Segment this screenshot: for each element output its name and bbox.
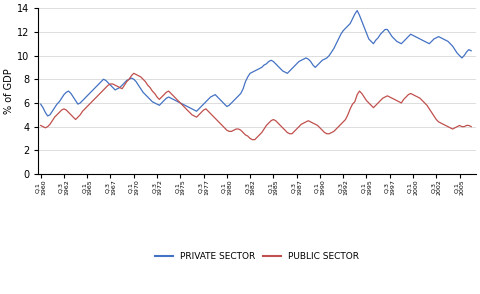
Legend: PRIVATE SECTOR, PUBLIC SECTOR: PRIVATE SECTOR, PUBLIC SECTOR — [152, 248, 363, 264]
Y-axis label: % of GDP: % of GDP — [4, 68, 14, 114]
